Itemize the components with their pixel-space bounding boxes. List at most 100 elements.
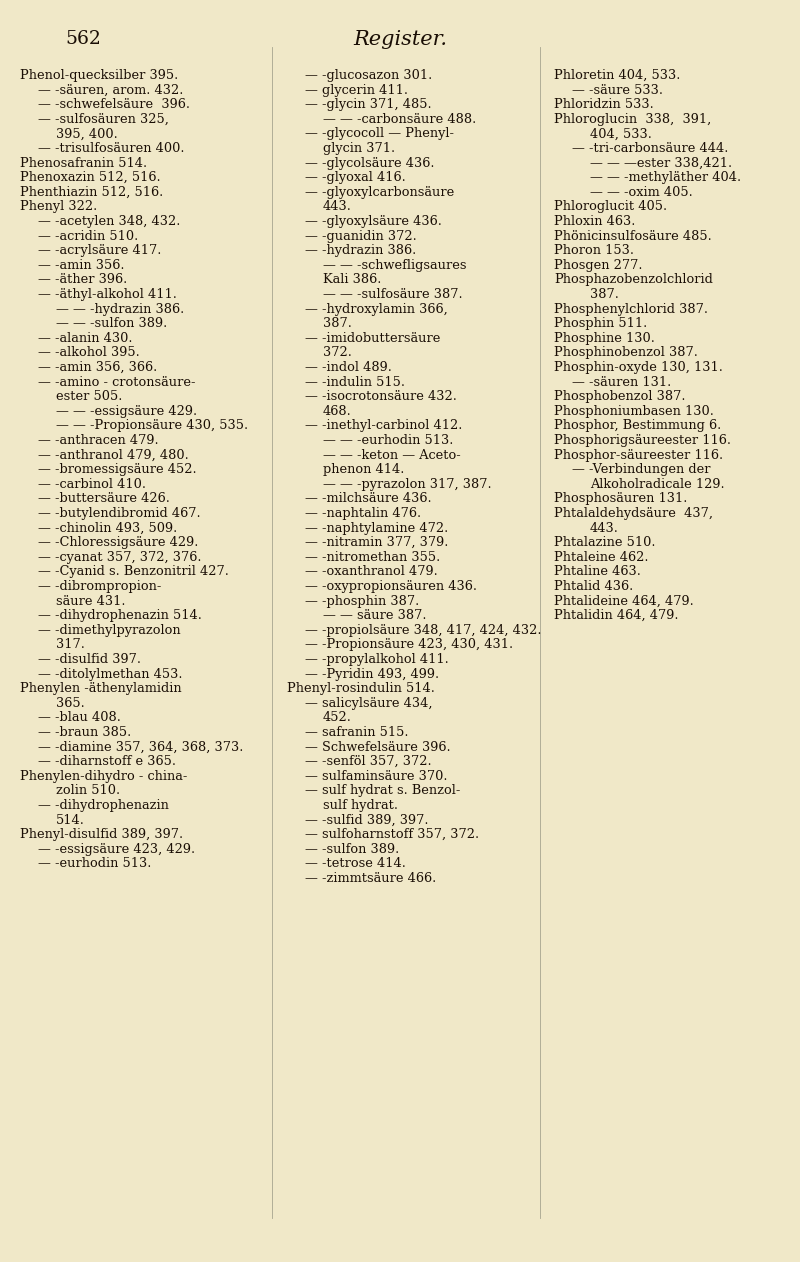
Text: — — -methyläther 404.: — — -methyläther 404. — [590, 172, 741, 184]
Text: — -oxypropionsäuren 436.: — -oxypropionsäuren 436. — [305, 581, 477, 593]
Text: Phosphor-säureester 116.: Phosphor-säureester 116. — [554, 448, 723, 462]
Text: — -naphtylamine 472.: — -naphtylamine 472. — [305, 521, 448, 535]
Text: Phosphin-oxyde 130, 131.: Phosphin-oxyde 130, 131. — [554, 361, 723, 374]
Text: — -imidobuttersäure: — -imidobuttersäure — [305, 332, 440, 345]
Text: — -tri-carbonsäure 444.: — -tri-carbonsäure 444. — [572, 143, 728, 155]
Text: Phosphorigsäureester 116.: Phosphorigsäureester 116. — [554, 434, 731, 447]
Text: — -isocrotonsäure 432.: — -isocrotonsäure 432. — [305, 390, 457, 403]
Text: — -amin 356, 366.: — -amin 356, 366. — [38, 361, 158, 374]
Text: — — -schwefligsaures: — — -schwefligsaures — [323, 259, 466, 271]
Text: — — -hydrazin 386.: — — -hydrazin 386. — [56, 303, 184, 316]
Text: — -acridin 510.: — -acridin 510. — [38, 230, 138, 242]
Text: — -Chloressigsäure 429.: — -Chloressigsäure 429. — [38, 536, 198, 549]
Text: — -diamine 357, 364, 368, 373.: — -diamine 357, 364, 368, 373. — [38, 741, 243, 753]
Text: — -milchsäure 436.: — -milchsäure 436. — [305, 492, 432, 505]
Text: — -alkohol 395.: — -alkohol 395. — [38, 346, 140, 360]
Text: Phosphenylchlorid 387.: Phosphenylchlorid 387. — [554, 303, 708, 316]
Text: — sulf hydrat s. Benzol-: — sulf hydrat s. Benzol- — [305, 785, 460, 798]
Text: — -indol 489.: — -indol 489. — [305, 361, 392, 374]
Text: — — -sulfon 389.: — — -sulfon 389. — [56, 317, 167, 331]
Text: Alkoholradicale 129.: Alkoholradicale 129. — [590, 478, 725, 491]
Text: Phenosafranin 514.: Phenosafranin 514. — [20, 156, 147, 169]
Text: Phloridzin 533.: Phloridzin 533. — [554, 98, 654, 111]
Text: Phosphor, Bestimmung 6.: Phosphor, Bestimmung 6. — [554, 419, 722, 433]
Text: — -naphtalin 476.: — -naphtalin 476. — [305, 507, 421, 520]
Text: — -anthracen 479.: — -anthracen 479. — [38, 434, 158, 447]
Text: — -cyanat 357, 372, 376.: — -cyanat 357, 372, 376. — [38, 550, 202, 564]
Text: — -dibrompropion-: — -dibrompropion- — [38, 581, 162, 593]
Text: 443.: 443. — [323, 201, 352, 213]
Text: — -glyoxylsäure 436.: — -glyoxylsäure 436. — [305, 215, 442, 228]
Text: 365.: 365. — [56, 697, 85, 709]
Text: Phtalid 436.: Phtalid 436. — [554, 581, 634, 593]
Text: — — säure 387.: — — säure 387. — [323, 610, 426, 622]
Text: — -phosphin 387.: — -phosphin 387. — [305, 594, 419, 607]
Text: Phtaleine 462.: Phtaleine 462. — [554, 550, 649, 564]
Text: — -alanin 430.: — -alanin 430. — [38, 332, 133, 345]
Text: — -Pyridin 493, 499.: — -Pyridin 493, 499. — [305, 668, 439, 680]
Text: Phenyl-rosindulin 514.: Phenyl-rosindulin 514. — [287, 683, 435, 695]
Text: — -glycocoll — Phenyl-: — -glycocoll — Phenyl- — [305, 127, 454, 140]
Text: — -dihydrophenazin 514.: — -dihydrophenazin 514. — [38, 610, 202, 622]
Text: Phtalazine 510.: Phtalazine 510. — [554, 536, 655, 549]
Text: Phtalideine 464, 479.: Phtalideine 464, 479. — [554, 594, 694, 607]
Text: Phenylen -äthenylamidin: Phenylen -äthenylamidin — [20, 683, 182, 695]
Text: — -dihydrophenazin: — -dihydrophenazin — [38, 799, 169, 811]
Text: — -butylendibromid 467.: — -butylendibromid 467. — [38, 507, 201, 520]
Text: — — -essigsäure 429.: — — -essigsäure 429. — [56, 405, 197, 418]
Text: — — -pyrazolon 317, 387.: — — -pyrazolon 317, 387. — [323, 478, 492, 491]
Text: — -bromessigsäure 452.: — -bromessigsäure 452. — [38, 463, 197, 476]
Text: — glycerin 411.: — glycerin 411. — [305, 83, 408, 97]
Text: — -glucosazon 301.: — -glucosazon 301. — [305, 69, 432, 82]
Text: — -buttersäure 426.: — -buttersäure 426. — [38, 492, 170, 505]
Text: — -zimmtsäure 466.: — -zimmtsäure 466. — [305, 872, 436, 885]
Text: — -äthyl-alkohol 411.: — -äthyl-alkohol 411. — [38, 288, 177, 302]
Text: — — —ester 338,421.: — — —ester 338,421. — [590, 156, 732, 169]
Text: — -propylalkohol 411.: — -propylalkohol 411. — [305, 652, 449, 666]
Text: — -indulin 515.: — -indulin 515. — [305, 376, 405, 389]
Text: — -diharnstoff e 365.: — -diharnstoff e 365. — [38, 755, 176, 769]
Text: — -nitromethan 355.: — -nitromethan 355. — [305, 550, 440, 564]
Text: 317.: 317. — [56, 639, 85, 651]
Text: — -säuren 131.: — -säuren 131. — [572, 376, 671, 389]
Text: — -carbinol 410.: — -carbinol 410. — [38, 478, 146, 491]
Text: — -blau 408.: — -blau 408. — [38, 712, 121, 724]
Text: 452.: 452. — [323, 712, 352, 724]
Text: — -essigsäure 423, 429.: — -essigsäure 423, 429. — [38, 843, 195, 856]
Text: — -hydrazin 386.: — -hydrazin 386. — [305, 245, 416, 257]
Text: — -tetrose 414.: — -tetrose 414. — [305, 857, 406, 871]
Text: Phloroglucin  338,  391,: Phloroglucin 338, 391, — [554, 112, 711, 126]
Text: — -ditolylmethan 453.: — -ditolylmethan 453. — [38, 668, 182, 680]
Text: zolin 510.: zolin 510. — [56, 785, 120, 798]
Text: — -amin 356.: — -amin 356. — [38, 259, 125, 271]
Text: — -glyoxal 416.: — -glyoxal 416. — [305, 172, 406, 184]
Text: 395, 400.: 395, 400. — [56, 127, 118, 140]
Text: — -guanidin 372.: — -guanidin 372. — [305, 230, 417, 242]
Text: — -glyoxylcarbonsäure: — -glyoxylcarbonsäure — [305, 186, 454, 199]
Text: — -oxanthranol 479.: — -oxanthranol 479. — [305, 565, 438, 578]
Text: — -chinolin 493, 509.: — -chinolin 493, 509. — [38, 521, 178, 535]
Text: Phenyl-disulfid 389, 397.: Phenyl-disulfid 389, 397. — [20, 828, 183, 842]
Text: — safranin 515.: — safranin 515. — [305, 726, 409, 740]
Text: 387.: 387. — [590, 288, 619, 302]
Text: 562: 562 — [65, 30, 101, 48]
Text: 404, 533.: 404, 533. — [590, 127, 652, 140]
Text: Phenyl 322.: Phenyl 322. — [20, 201, 98, 213]
Text: — -trisulfosäuren 400.: — -trisulfosäuren 400. — [38, 143, 185, 155]
Text: — — -carbonsäure 488.: — — -carbonsäure 488. — [323, 112, 476, 126]
Text: 372.: 372. — [323, 346, 352, 360]
Text: — -glycin 371, 485.: — -glycin 371, 485. — [305, 98, 432, 111]
Text: — -Propionsäure 423, 430, 431.: — -Propionsäure 423, 430, 431. — [305, 639, 513, 651]
Text: Phtalidin 464, 479.: Phtalidin 464, 479. — [554, 610, 678, 622]
Text: Phenoxazin 512, 516.: Phenoxazin 512, 516. — [20, 172, 161, 184]
Text: — Schwefelsäure 396.: — Schwefelsäure 396. — [305, 741, 450, 753]
Text: Phosphine 130.: Phosphine 130. — [554, 332, 655, 345]
Text: Phönicinsulfosäure 485.: Phönicinsulfosäure 485. — [554, 230, 712, 242]
Text: 468.: 468. — [323, 405, 352, 418]
Text: — -schwefelsäure  396.: — -schwefelsäure 396. — [38, 98, 190, 111]
Text: — -senföl 357, 372.: — -senföl 357, 372. — [305, 755, 432, 769]
Text: — -amino - crotonsäure-: — -amino - crotonsäure- — [38, 376, 195, 389]
Text: Phosphinobenzol 387.: Phosphinobenzol 387. — [554, 346, 698, 360]
Text: Phloretin 404, 533.: Phloretin 404, 533. — [554, 69, 680, 82]
Text: — -nitramin 377, 379.: — -nitramin 377, 379. — [305, 536, 448, 549]
